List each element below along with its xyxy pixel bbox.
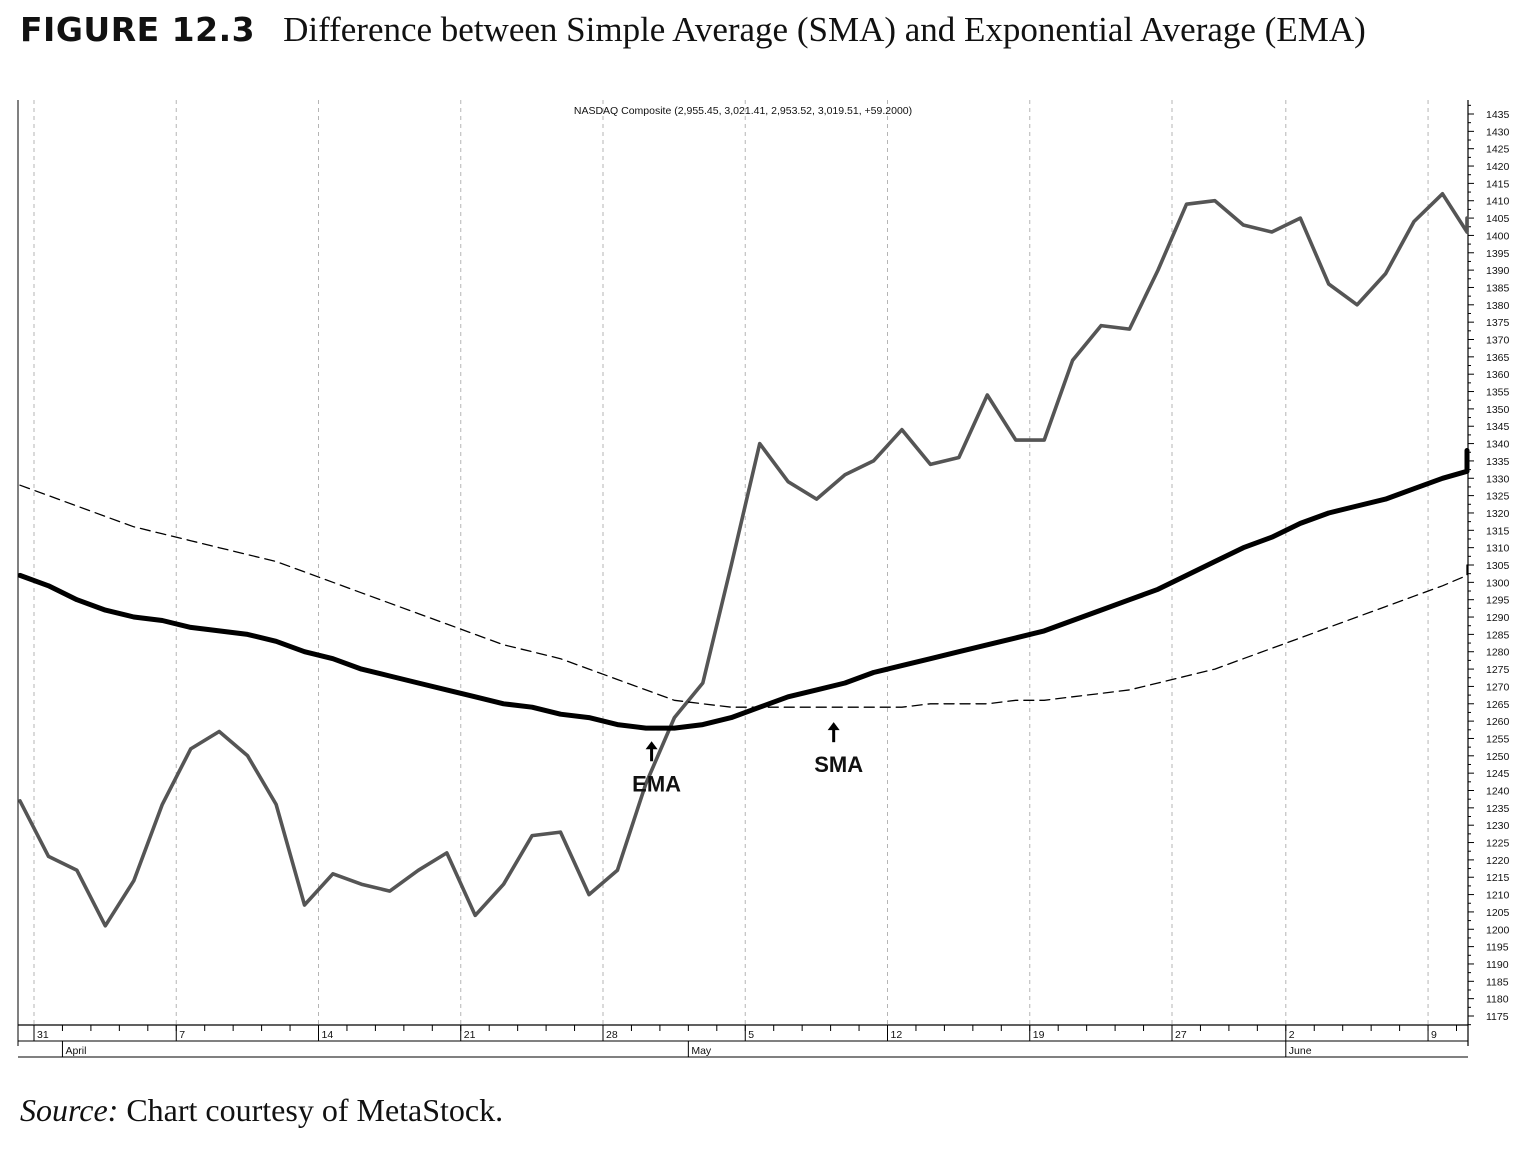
y-tick-label-1235: 1235: [1486, 803, 1510, 815]
y-tick-label-1330: 1330: [1486, 473, 1510, 485]
y-tick-label-1435: 1435: [1486, 109, 1510, 121]
ema-label: EMA: [632, 771, 681, 796]
y-tick-label-1385: 1385: [1486, 282, 1510, 294]
figure-title: Difference between Simple Average (SMA) …: [283, 10, 1366, 49]
y-tick-label-1240: 1240: [1486, 786, 1510, 798]
y-tick-label-1290: 1290: [1486, 612, 1510, 624]
y-tick-label-1420: 1420: [1486, 161, 1510, 173]
y-tick-label-1340: 1340: [1486, 439, 1510, 451]
sma-arrow-head: [827, 722, 840, 731]
figure-label: FIGURE 12.3: [20, 10, 256, 49]
vertical-gridlines: [33, 100, 1429, 1025]
month-label-June: June: [1289, 1045, 1312, 1057]
y-tick-label-1425: 1425: [1486, 144, 1510, 156]
x-tick-label-7: 7: [179, 1029, 185, 1041]
y-tick-label-1185: 1185: [1486, 976, 1509, 988]
y-tick-label-1295: 1295: [1486, 595, 1510, 607]
y-tick-label-1280: 1280: [1486, 647, 1510, 659]
source-text: Chart courtesy of MetaStock.: [118, 1092, 504, 1128]
y-tick-label-1300: 1300: [1486, 577, 1510, 589]
series-price-line: [18, 192, 1469, 928]
x-tick-label-14: 14: [322, 1029, 334, 1041]
y-tick-label-1370: 1370: [1486, 335, 1510, 347]
y-tick-label-1200: 1200: [1486, 924, 1510, 936]
y-tick-label-1315: 1315: [1486, 525, 1510, 537]
chart-header: NASDAQ Composite (2,955.45, 3,021.41, 2,…: [574, 105, 912, 117]
y-tick-label-1405: 1405: [1486, 213, 1510, 225]
y-tick-label-1220: 1220: [1486, 855, 1510, 867]
figure-caption: FIGURE 12.3 Difference between Simple Ave…: [20, 10, 1366, 50]
annotations: EMA SMA: [632, 722, 863, 796]
y-tick-label-1180: 1180: [1486, 994, 1509, 1006]
y-tick-label-1350: 1350: [1486, 404, 1510, 416]
ema-arrow-head: [645, 741, 658, 750]
x-tick-label-2: 2: [1289, 1029, 1295, 1041]
sma-annotation: SMA: [814, 722, 863, 777]
y-tick-label-1260: 1260: [1486, 716, 1510, 728]
y-tick-label-1245: 1245: [1486, 768, 1510, 780]
series-ema-line: [17, 448, 1470, 731]
y-tick-label-1275: 1275: [1486, 664, 1510, 676]
y-tick-label-1375: 1375: [1486, 317, 1510, 329]
x-tick-label-9: 9: [1431, 1029, 1437, 1041]
y-tick-label-1285: 1285: [1486, 629, 1510, 641]
y-tick-label-1175: 1175: [1486, 1011, 1509, 1023]
sma-label: SMA: [814, 752, 863, 777]
y-tick-label-1225: 1225: [1486, 838, 1510, 850]
source-label: Source:: [20, 1092, 119, 1128]
date-axis: 31 7 14 21 28 5 12 19 27 2 9 April May June: [33, 1025, 1457, 1057]
y-tick-label-1395: 1395: [1486, 248, 1510, 260]
x-tick-label-21: 21: [464, 1029, 476, 1041]
y-tick-label-1355: 1355: [1486, 387, 1510, 399]
x-tick-label-31: 31: [37, 1029, 49, 1041]
x-tick-label-28: 28: [606, 1029, 618, 1041]
y-tick-label-1215: 1215: [1486, 872, 1510, 884]
x-tick-label-12: 12: [891, 1029, 903, 1041]
y-tick-label-1270: 1270: [1486, 681, 1510, 693]
y-tick-label-1190: 1190: [1486, 959, 1509, 971]
y-tick-label-1410: 1410: [1486, 196, 1510, 208]
x-tick-label-19: 19: [1033, 1029, 1045, 1041]
y-tick-label-1325: 1325: [1486, 491, 1510, 503]
series-sma-line: [19, 484, 1468, 708]
month-label-May: May: [691, 1045, 712, 1057]
y-tick-label-1400: 1400: [1486, 230, 1510, 242]
y-tick-label-1205: 1205: [1486, 907, 1510, 919]
y-tick-label-1390: 1390: [1486, 265, 1510, 277]
y-tick-label-1265: 1265: [1486, 699, 1510, 711]
y-tick-label-1360: 1360: [1486, 369, 1510, 381]
y-tick-label-1415: 1415: [1486, 178, 1510, 190]
y-tick-label-1335: 1335: [1486, 456, 1510, 468]
y-tick-label-1430: 1430: [1486, 126, 1510, 138]
x-tick-label-5: 5: [748, 1029, 754, 1041]
y-tick-label-1365: 1365: [1486, 352, 1510, 364]
y-tick-label-1210: 1210: [1486, 890, 1510, 902]
ema-annotation: EMA: [632, 741, 681, 796]
y-tick-label-1230: 1230: [1486, 820, 1510, 832]
y-tick-label-1380: 1380: [1486, 300, 1510, 312]
y-tick-label-1345: 1345: [1486, 421, 1510, 433]
y-tick-label-1250: 1250: [1486, 751, 1510, 763]
x-tick-label-27: 27: [1175, 1029, 1187, 1041]
y-tick-label-1320: 1320: [1486, 508, 1510, 520]
series-lines: [17, 192, 1470, 928]
y-tick-label-1195: 1195: [1486, 942, 1509, 954]
y-tick-label-1255: 1255: [1486, 733, 1510, 745]
y-tick-label-1305: 1305: [1486, 560, 1510, 572]
price-axis: 1175 1180 1185 1190 1195 1200 1205 1210 1215 1220…: [1468, 104, 1510, 1026]
month-label-April: April: [65, 1045, 86, 1057]
source-line: Source: Chart courtesy of MetaStock.: [20, 1092, 503, 1129]
y-tick-label-1310: 1310: [1486, 543, 1510, 555]
chart-frame: [17, 100, 1469, 1058]
